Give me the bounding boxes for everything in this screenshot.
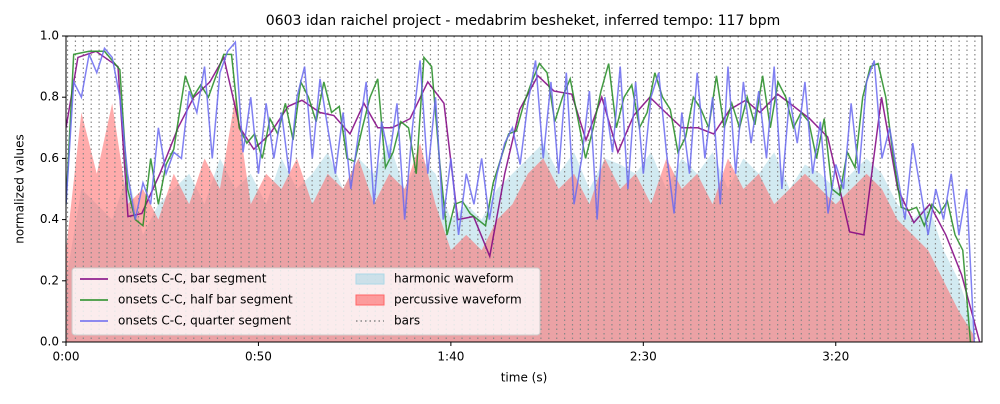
y-tick-label: 0.2: [40, 273, 59, 287]
y-tick-label: 0.8: [40, 90, 59, 104]
x-tick-label: 1:40: [437, 350, 464, 364]
legend-label: onsets C-C, quarter segment: [118, 314, 291, 328]
legend-box: [71, 267, 541, 336]
y-tick-label: 0.6: [40, 151, 59, 165]
legend-label: harmonic waveform: [394, 272, 514, 286]
x-tick-label: 2:30: [630, 350, 657, 364]
y-axis-label: normalized values: [13, 134, 27, 244]
legend-label: onsets C-C, bar segment: [118, 272, 267, 286]
x-tick-label: 0:00: [53, 350, 80, 364]
x-tick-label: 3:20: [822, 350, 849, 364]
chart-title: 0603 idan raichel project - medabrim bes…: [266, 13, 780, 29]
y-tick-label: 0.4: [40, 212, 59, 226]
y-tick-label: 0.0: [40, 335, 59, 349]
x-tick-label: 0:50: [245, 350, 272, 364]
legend-label: onsets C-C, half bar segment: [118, 293, 293, 307]
x-axis-label: time (s): [501, 371, 548, 385]
legend-label: percussive waveform: [394, 293, 522, 307]
y-tick-label: 1.0: [40, 29, 59, 43]
legend-swatch: [355, 294, 385, 306]
plot-frame: [65, 35, 983, 343]
line: [66, 40, 976, 342]
line: [66, 50, 981, 342]
legend-swatch: [355, 273, 385, 285]
legend: onsets C-C, bar segment onsets C-C, half …: [71, 267, 541, 336]
legend-label: bars: [394, 314, 420, 328]
